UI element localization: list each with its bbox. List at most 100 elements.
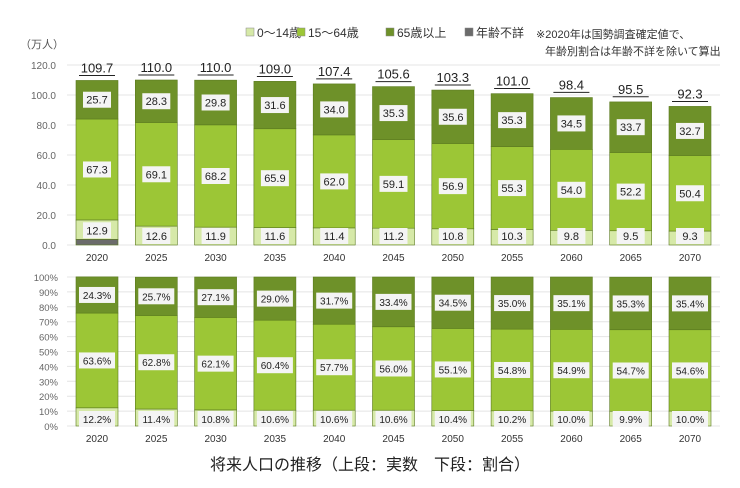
x-tick-label: 2050 bbox=[442, 253, 465, 264]
data-label-bg bbox=[612, 411, 649, 427]
x-tick-label: 2040 bbox=[323, 253, 346, 264]
legend-label: 年齢不詳 bbox=[476, 25, 524, 40]
data-label-bg bbox=[379, 175, 408, 192]
x-tick-label: 2065 bbox=[620, 253, 643, 264]
data-label-bg bbox=[83, 91, 111, 108]
data-label-bg bbox=[553, 295, 590, 312]
data-label-bg bbox=[138, 411, 175, 427]
data-label: 29.8 bbox=[205, 98, 226, 110]
data-label-bg bbox=[142, 93, 171, 110]
note-line-2: 年齢別割合は年齢不詳を除いて算出 bbox=[545, 44, 721, 58]
y-tick-label: 50% bbox=[39, 348, 59, 359]
y-tick-label: 20% bbox=[39, 392, 59, 403]
data-label: 34.5% bbox=[439, 299, 467, 310]
legend-label: 0〜14歳 bbox=[257, 26, 301, 40]
data-label: 63.6% bbox=[83, 356, 111, 367]
data-label: 10.8% bbox=[201, 415, 229, 426]
x-tick-label: 2025 bbox=[145, 434, 168, 445]
y-tick-label: 40.0 bbox=[37, 181, 57, 192]
x-tick-label: 2030 bbox=[204, 434, 227, 445]
data-label-bg bbox=[256, 357, 293, 374]
x-tick-label: 2055 bbox=[501, 434, 524, 445]
total-label: 109.7 bbox=[81, 60, 114, 75]
x-tick-label: 2060 bbox=[560, 253, 583, 264]
data-label-bg bbox=[616, 183, 645, 200]
data-label-bg bbox=[83, 222, 111, 239]
x-tick-label: 2050 bbox=[442, 434, 465, 445]
data-label-bg bbox=[201, 228, 230, 244]
data-label: 55.3 bbox=[501, 183, 522, 195]
data-label-bg bbox=[494, 295, 531, 312]
data-label-bg bbox=[256, 411, 293, 427]
x-tick-label: 2065 bbox=[620, 434, 643, 445]
data-label: 9.5 bbox=[623, 231, 638, 243]
data-label: 50.4 bbox=[679, 188, 700, 200]
data-label-bg bbox=[672, 362, 708, 379]
data-label-bg bbox=[138, 354, 175, 371]
y-tick-label: 120.0 bbox=[31, 61, 56, 72]
data-label-bg bbox=[498, 112, 527, 129]
data-label-bg bbox=[260, 170, 289, 187]
y-tick-label: 0.0 bbox=[42, 241, 56, 252]
data-label: 62.0 bbox=[323, 176, 344, 188]
y-tick-label: 40% bbox=[39, 362, 59, 373]
y-tick-label: 30% bbox=[39, 377, 59, 388]
data-label-bg bbox=[197, 289, 234, 306]
top-chart: 0.0 20.0 40.0 60.0 80.0 100.0 120.0 12.9 67.3 25.… bbox=[31, 60, 720, 264]
unit-label: （万人） bbox=[20, 38, 64, 51]
data-label-bg bbox=[553, 362, 590, 379]
data-label: 27.1% bbox=[201, 293, 229, 304]
data-label: 24.3% bbox=[83, 291, 111, 302]
data-label: 12.6 bbox=[146, 231, 167, 243]
chart-title: 将来人口の推移（上段：実数 下段：割合） bbox=[210, 456, 530, 474]
x-tick-label: 2020 bbox=[86, 253, 109, 264]
data-label-bg bbox=[138, 288, 175, 305]
data-label-bg bbox=[197, 411, 234, 427]
data-label: 62.1% bbox=[201, 360, 229, 371]
data-label: 34.0 bbox=[323, 104, 344, 116]
data-label: 31.6 bbox=[264, 100, 285, 112]
data-label: 57.7% bbox=[320, 363, 348, 374]
legend-swatch bbox=[385, 27, 395, 37]
data-label: 35.3% bbox=[617, 299, 645, 310]
total-label: 105.6 bbox=[377, 67, 410, 82]
data-label-bg bbox=[379, 105, 408, 122]
data-label-bg bbox=[672, 295, 708, 312]
total-label: 95.5 bbox=[618, 82, 643, 97]
data-label: 54.6% bbox=[676, 366, 704, 377]
data-label: 55.1% bbox=[439, 365, 467, 376]
data-label: 35.6 bbox=[442, 112, 463, 124]
data-label-bg bbox=[557, 228, 586, 244]
data-label-bg bbox=[142, 228, 171, 244]
data-label: 33.7 bbox=[620, 122, 641, 134]
data-label-bg bbox=[616, 228, 645, 244]
note-line-1: ※2020年は国勢調査確定値で、 bbox=[536, 27, 690, 41]
y-tick-label: 80.0 bbox=[37, 121, 57, 132]
data-label-bg bbox=[201, 168, 230, 184]
data-label-bg bbox=[434, 294, 471, 311]
total-label: 92.3 bbox=[677, 87, 702, 102]
data-label: 11.6 bbox=[265, 231, 286, 243]
data-label-bg bbox=[434, 361, 471, 378]
data-label-bg bbox=[612, 295, 649, 312]
data-label: 11.2 bbox=[383, 231, 404, 243]
data-label: 52.2 bbox=[620, 187, 641, 199]
data-label: 10.3 bbox=[501, 231, 522, 243]
data-label-bg bbox=[260, 97, 289, 114]
data-label: 25.7% bbox=[142, 292, 170, 303]
data-label: 54.0 bbox=[561, 185, 582, 197]
data-label-bg bbox=[494, 361, 531, 378]
data-label-bg bbox=[316, 411, 353, 427]
data-label-bg bbox=[320, 228, 349, 244]
data-label: 59.1 bbox=[383, 179, 404, 191]
x-tick-label: 2035 bbox=[264, 253, 287, 264]
data-label-bg bbox=[438, 178, 467, 195]
data-label: 35.3 bbox=[383, 108, 404, 120]
y-tick-label: 0% bbox=[44, 422, 58, 433]
data-label-bg bbox=[375, 411, 412, 427]
y-tick-label: 80% bbox=[39, 303, 59, 314]
data-label-bg bbox=[197, 355, 234, 372]
data-label: 10.2% bbox=[498, 415, 526, 426]
x-tick-label: 2055 bbox=[501, 253, 524, 264]
total-label: 98.4 bbox=[559, 77, 584, 92]
